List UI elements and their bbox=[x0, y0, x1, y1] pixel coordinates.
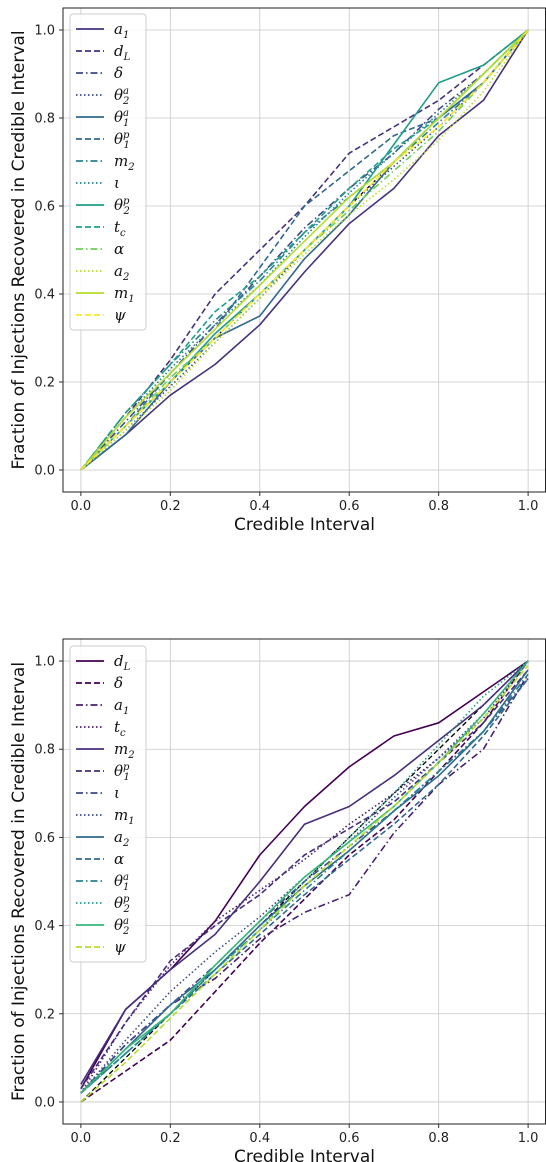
x-tick-label: 0.6 bbox=[339, 1131, 360, 1146]
x-tick-label: 0.4 bbox=[249, 1131, 270, 1146]
series-line bbox=[80, 29, 529, 471]
legend-entry-label: ι bbox=[114, 174, 120, 192]
series-line bbox=[80, 29, 529, 471]
y-tick-label: 0.0 bbox=[34, 1095, 55, 1110]
series-line bbox=[80, 29, 529, 471]
legend-box bbox=[69, 645, 147, 963]
y-axis-label: Fraction of Injections Recovered in Cred… bbox=[9, 662, 29, 1101]
x-axis-label: Credible Interval bbox=[234, 1147, 375, 1162]
x-axis-label: Credible Interval bbox=[234, 515, 375, 535]
y-tick-label: 1.0 bbox=[34, 24, 55, 39]
series-line bbox=[80, 660, 529, 1094]
legend-entry-label: θp 1 bbox=[114, 130, 130, 151]
legend-entry-label: ι bbox=[114, 784, 120, 802]
y-tick-label: 0.6 bbox=[34, 831, 55, 846]
legend-entry-label: m2 bbox=[114, 152, 135, 173]
y-tick-label: 0.0 bbox=[34, 464, 55, 479]
legend-entry-label: α bbox=[114, 240, 124, 258]
series-line bbox=[80, 664, 529, 1103]
y-tick-label: 0.2 bbox=[34, 1007, 55, 1022]
legend-entry-label: m1 bbox=[114, 806, 135, 827]
x-tick-label: 1.0 bbox=[518, 1131, 539, 1146]
series-line bbox=[80, 29, 529, 471]
legend-entry-label: θa 2 bbox=[114, 916, 129, 937]
legend-entry-label: θp 2 bbox=[114, 196, 130, 217]
legend-box bbox=[69, 13, 147, 331]
series-line bbox=[80, 678, 529, 1094]
legend-entry-label: a2 bbox=[114, 828, 129, 849]
series-line bbox=[80, 660, 529, 1103]
legend-entry-label: a2 bbox=[114, 262, 129, 283]
x-tick-label: 0.4 bbox=[249, 499, 270, 514]
y-tick-label: 0.6 bbox=[34, 200, 55, 215]
y-axis-label: Fraction of Injections Recovered in Cred… bbox=[9, 30, 29, 469]
chart-panel-2: 0.0 0.2 0.4 0.6 0.8 1.00.00.20.40.60.81.0 dLδa… bbox=[9, 638, 546, 1162]
series-line bbox=[80, 29, 529, 471]
y-tick-label: 1.0 bbox=[34, 655, 55, 670]
legend-entry-label: tc bbox=[114, 218, 126, 239]
legend-entry-label: θa 1 bbox=[114, 872, 129, 893]
legend-entry-label: dL bbox=[114, 652, 131, 673]
series-line bbox=[80, 660, 529, 1090]
y-tick-label: 0.8 bbox=[34, 743, 55, 758]
series-line bbox=[80, 660, 529, 1094]
x-tick-label: 0.2 bbox=[160, 1131, 181, 1146]
y-tick-label: 0.2 bbox=[34, 376, 55, 391]
series-line bbox=[80, 669, 529, 1090]
x-tick-label: 0.0 bbox=[71, 1131, 92, 1146]
series-line bbox=[80, 29, 529, 471]
series-line bbox=[80, 660, 529, 1085]
y-tick-label: 0.8 bbox=[34, 112, 55, 127]
legend-entry-label: m2 bbox=[114, 740, 135, 761]
x-tick-label: 0.2 bbox=[160, 499, 181, 514]
legend-entry-label: ψ bbox=[114, 938, 126, 956]
y-tick-label: 0.4 bbox=[34, 919, 55, 934]
legend-entry-label: θp 2 bbox=[114, 894, 130, 915]
legend-entry-label: dL bbox=[114, 42, 131, 63]
legend-entry-label: δ bbox=[114, 674, 123, 692]
x-tick-label: 1.0 bbox=[518, 499, 539, 514]
legend-entry-label: θa 1 bbox=[114, 108, 129, 129]
chart-panel-1: 0.0 0.2 0.4 0.6 0.8 1.0 0.0 0.2 0.4 0.6 0.8 1.0 a1dL… bbox=[9, 7, 546, 535]
series-line bbox=[80, 29, 529, 471]
x-tick-label: 0.6 bbox=[339, 499, 360, 514]
x-tick-label: 0.8 bbox=[428, 499, 449, 514]
x-tick-label: 0.8 bbox=[428, 1131, 449, 1146]
legend-entry-label: a1 bbox=[114, 696, 129, 717]
series-line bbox=[80, 660, 529, 1094]
legend-entry-label: tc bbox=[114, 718, 126, 739]
legend-entry-label: m1 bbox=[114, 284, 135, 305]
legend-entry-label: ψ bbox=[114, 306, 126, 324]
legend-entry-label: a1 bbox=[114, 20, 129, 41]
legend-entry-label: θa 2 bbox=[114, 86, 129, 107]
series-line bbox=[80, 29, 529, 471]
legend-entry-label: α bbox=[114, 850, 124, 868]
legend-entry-label: θp 1 bbox=[114, 762, 130, 783]
x-tick-label: 0.0 bbox=[71, 499, 92, 514]
legend-entry-label: δ bbox=[114, 64, 123, 82]
y-tick-label: 0.4 bbox=[34, 288, 55, 303]
